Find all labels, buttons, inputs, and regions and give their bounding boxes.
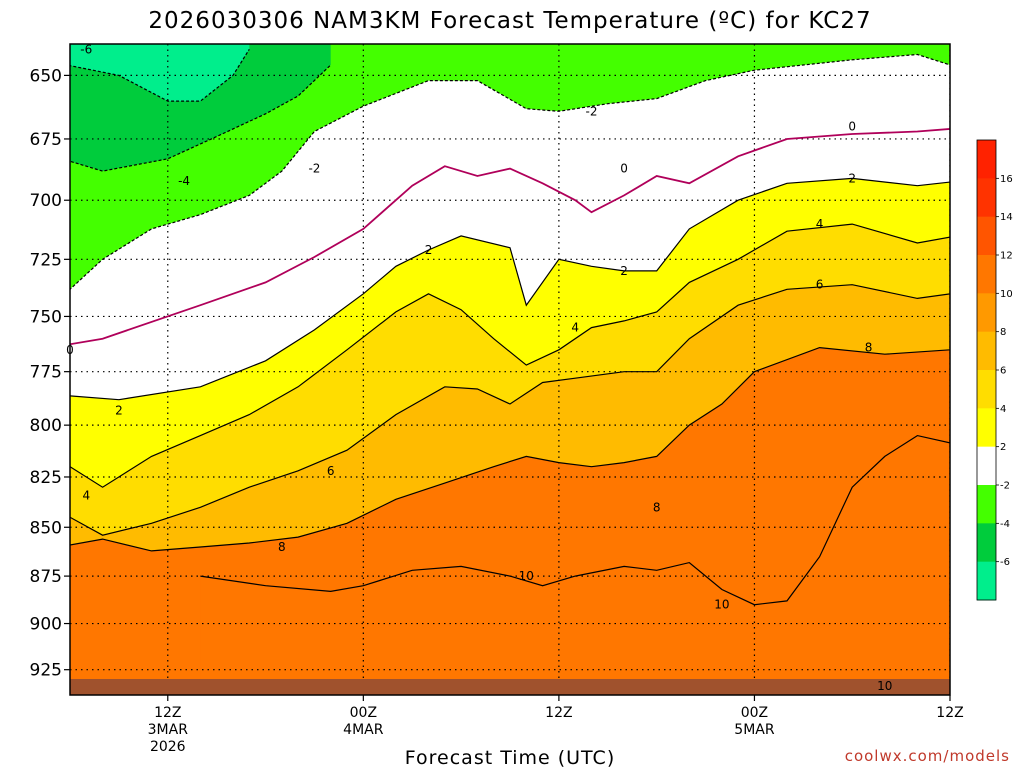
contour-label: 0 [848,119,856,133]
contour-label: 2 [620,264,628,278]
colorbar-swatch [977,408,996,448]
contour-label: 8 [653,500,661,514]
contour-label: -6 [80,42,92,56]
colorbar-swatch [977,446,996,486]
contour-label: 8 [865,341,873,355]
contour-line [70,128,950,346]
contour-label: 0 [620,162,628,176]
colorbar-label: -6 [1000,557,1010,568]
y-tick-label: 775 [30,363,62,383]
contour-label: 8 [278,540,286,554]
colorbar-swatch [977,523,996,563]
contour-layer [70,48,950,606]
x-tick-label: 5MAR [734,722,775,738]
ground-layer [70,679,950,695]
colorbar-label: -2 [1000,481,1010,492]
y-tick-label: 650 [30,66,62,86]
contour-line [70,53,950,290]
colorbar-swatch [977,255,996,294]
contour-label: 2 [848,171,856,185]
contour-line [70,284,950,536]
colorbar-label: 10 [1000,289,1013,300]
colorbar-swatch [977,485,996,524]
colorbar-label: 16 [1000,174,1013,185]
colorbar-swatch [977,370,996,409]
colorbar-swatch [977,331,996,371]
colorbar-swatch [977,178,996,218]
colorbar-label: 8 [1000,327,1006,338]
band-fill [70,44,950,290]
y-tick-label: 700 [30,191,62,211]
contour-line [70,48,250,102]
contour-label: 10 [877,679,892,693]
x-tick-label: 00Z [741,705,768,721]
chart-title: 2026030306 NAM3KM Forecast Temperature (… [148,8,871,34]
y-tick-label: 675 [30,130,62,150]
credit-text: coolwx.com/models [845,747,1010,765]
x-tick-label: 12Z [154,705,181,721]
contour-line [70,346,950,552]
y-tick-label: 750 [30,307,62,327]
contour-line [200,434,950,606]
y-tick-label: 725 [30,250,62,270]
x-tick-label: 12Z [545,705,572,721]
x-tick-label: 3MAR [148,722,189,738]
contour-label: 2 [115,403,123,417]
colorbar-label: 12 [1000,251,1013,262]
y-axis: 650 675 700 725 750 775 800 825 850 875 900 925 [30,66,70,681]
y-tick-label: 925 [30,661,62,681]
y-tick-label: 825 [30,468,62,488]
contour-label: -2 [585,104,597,118]
x-tick-label: 12Z [936,705,963,721]
colorbar-swatch [977,561,996,601]
ground-strip [70,679,950,695]
y-tick-label: 800 [30,416,62,436]
contour-line [70,177,950,401]
colorbar-label: 6 [1000,366,1006,377]
y-tick-label: 875 [30,567,62,587]
colorbar-swatch [977,293,996,333]
contour-label: 10 [714,598,729,612]
contour-label: -2 [308,162,320,176]
x-tick-label: 2026 [150,739,186,755]
x-tick-label: 00Z [350,705,377,721]
colorbar: 16 14 12 10 8 6 4 2 -2 -4 -6 [976,139,1013,601]
band-fill [70,44,250,102]
contour-label: 4 [571,321,579,335]
contour-label: 4 [82,488,90,502]
colorbar-swatch [977,216,996,256]
contour-label: 10 [519,569,534,583]
colorbar-label: 2 [1000,442,1006,453]
colorbar-label: 14 [1000,212,1013,223]
x-tick-label: 4MAR [343,722,384,738]
contour-line [70,223,950,488]
plot-frame [69,43,951,696]
band-fill [200,435,950,695]
contour-label: 2 [425,243,433,257]
contour-label: -4 [178,174,190,188]
colorbar-swatch [977,140,996,179]
colorbar-label: 4 [1000,404,1006,415]
colorbar-label: -4 [1000,519,1010,530]
contour-label: 6 [816,278,824,292]
y-tick-label: 850 [30,518,62,538]
y-tick-label: 900 [30,615,62,635]
x-axis-label: Forecast Time (UTC) [405,747,615,768]
contour-label: 4 [816,217,824,231]
contour-label: 6 [327,464,335,478]
